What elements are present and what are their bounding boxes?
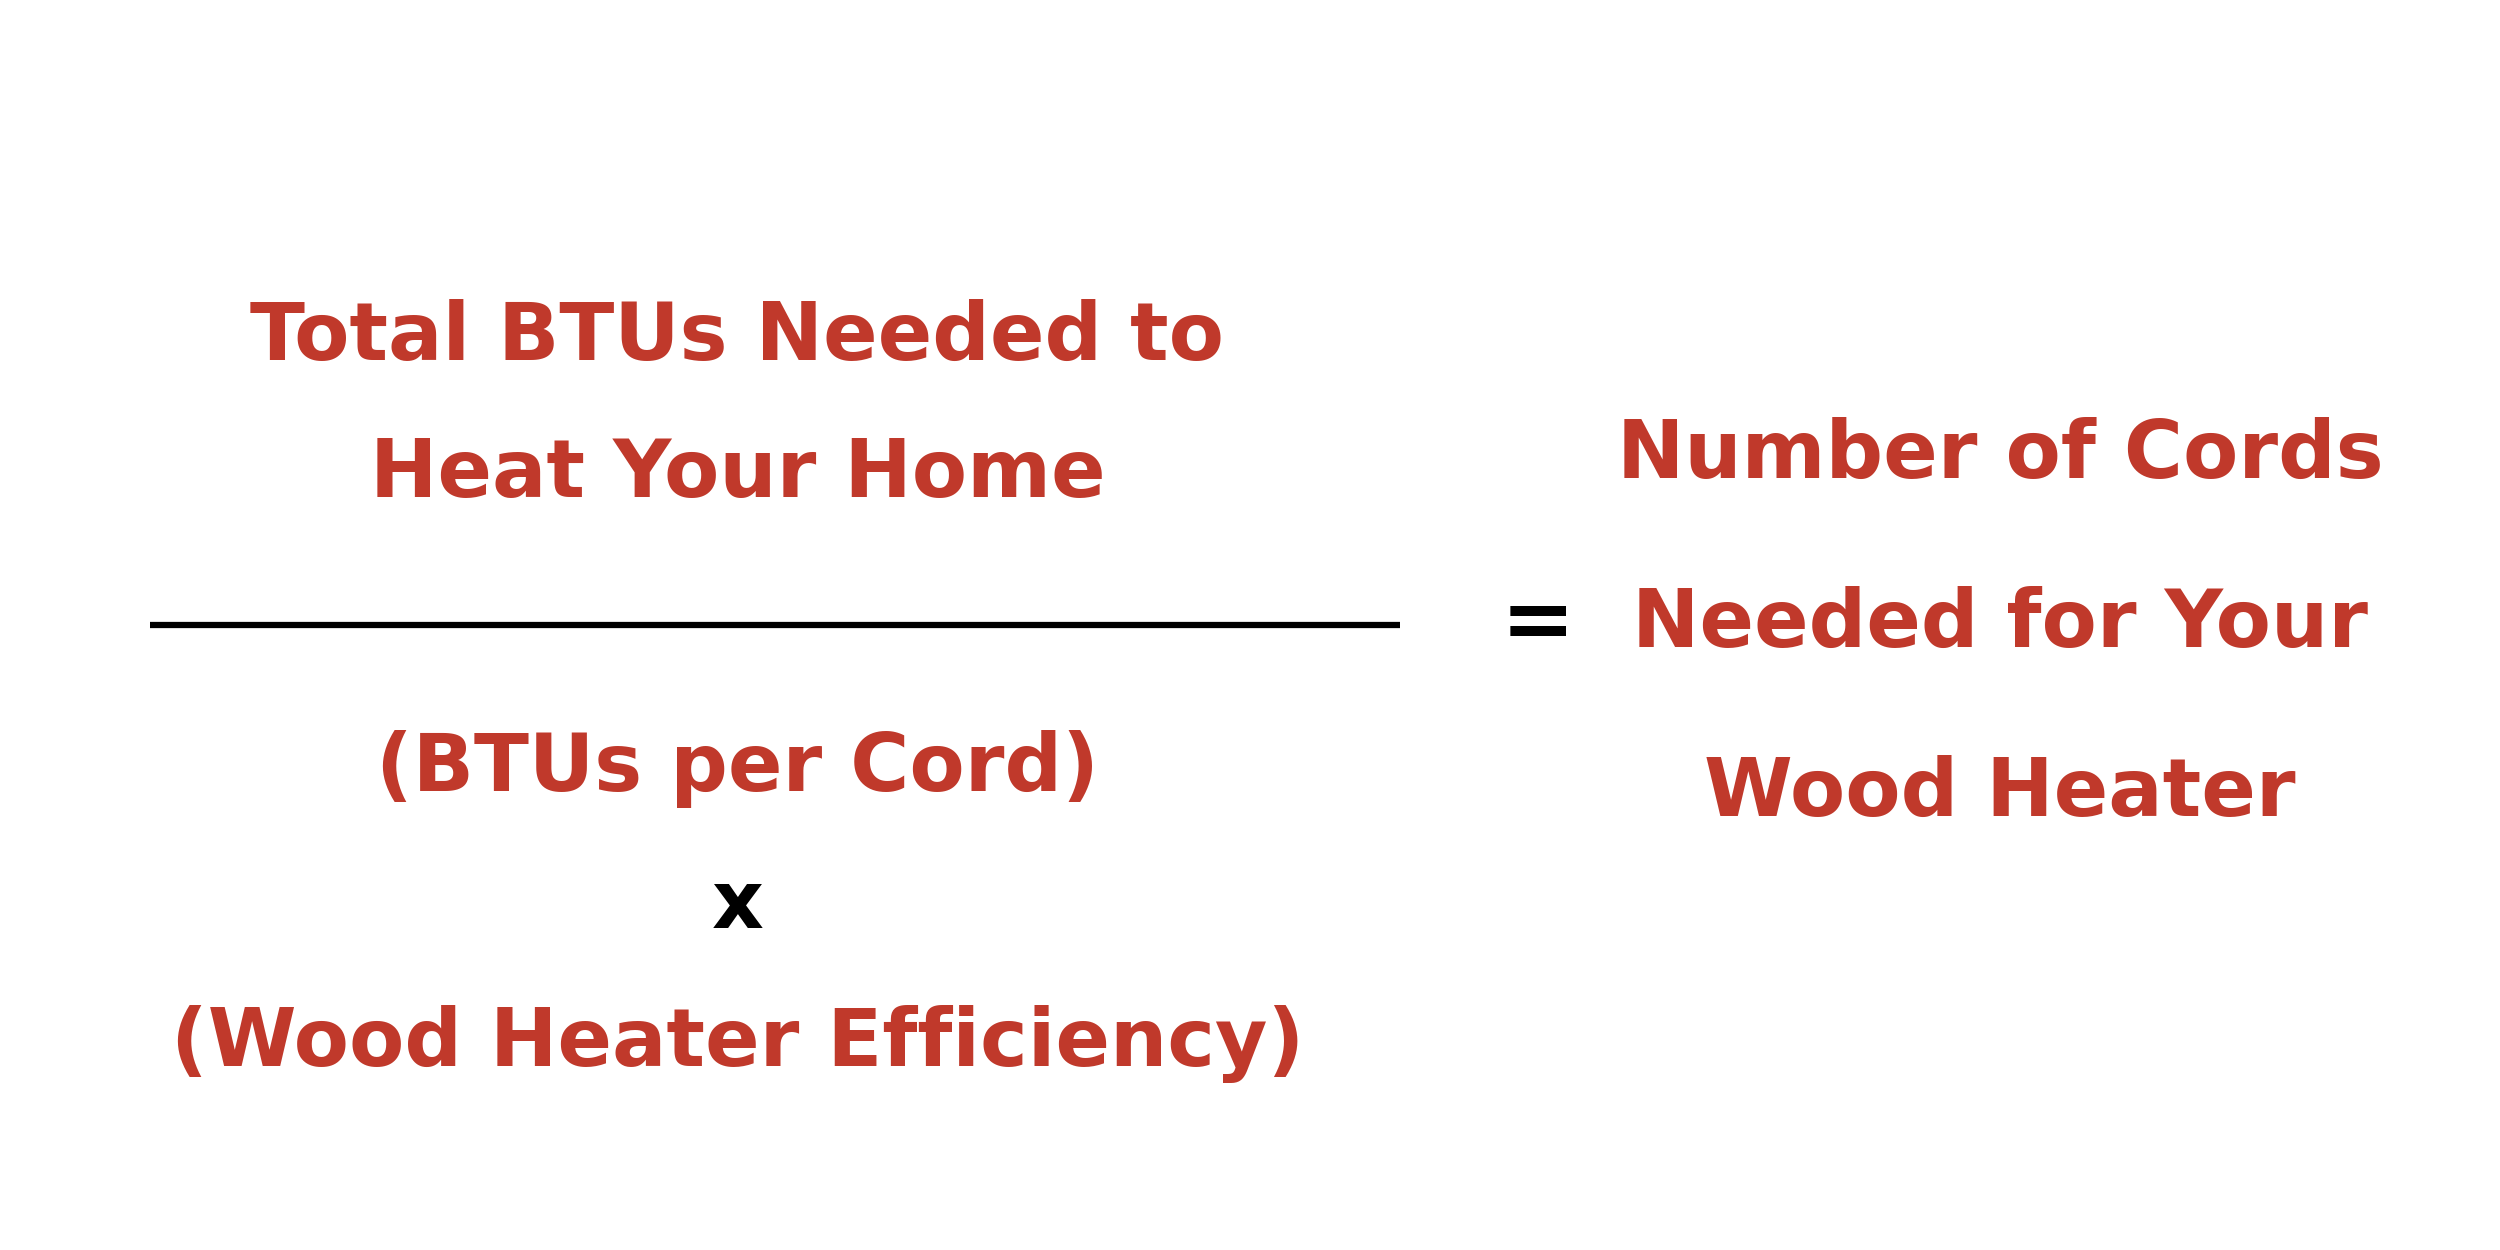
- Text: =: =: [1500, 581, 1575, 669]
- Text: Heat Your Home: Heat Your Home: [370, 436, 1105, 514]
- Text: Wood Heater: Wood Heater: [1705, 755, 2295, 833]
- Text: (BTUs per Cord): (BTUs per Cord): [375, 730, 1100, 808]
- Text: Needed for Your: Needed for Your: [1632, 586, 2368, 664]
- Text: Number of Cords: Number of Cords: [1618, 418, 2382, 495]
- Text: (Wood Heater Efficiency): (Wood Heater Efficiency): [170, 1005, 1305, 1082]
- Text: x: x: [712, 867, 762, 945]
- Text: Total BTUs Needed to: Total BTUs Needed to: [250, 299, 1225, 376]
